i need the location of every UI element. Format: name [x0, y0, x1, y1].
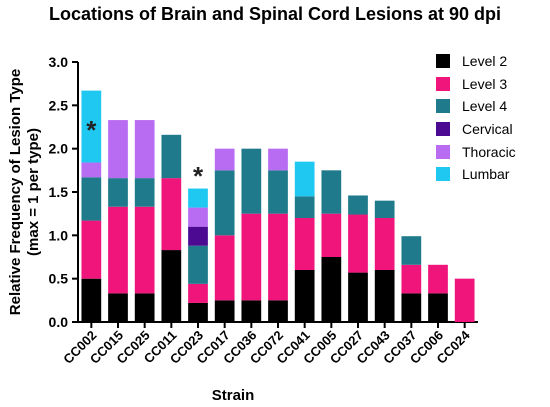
legend-swatch [436, 54, 450, 69]
bar-segment-lumbar [81, 90, 102, 163]
bar-segment-level-2 [188, 302, 208, 322]
bar-segment-level-3 [268, 213, 288, 301]
bar-segment-level-3 [374, 218, 395, 270]
y-tick-label: 0.5 [49, 271, 69, 287]
bar-segment-level-4 [188, 245, 208, 284]
bar-segment-level-4 [401, 236, 422, 265]
bar-segment-level-2 [134, 293, 155, 322]
significance-asterisk: * [193, 161, 204, 191]
bar-segment-level-2 [161, 250, 182, 322]
legend-item: Lumbar [436, 163, 516, 186]
legend-label: Level 3 [462, 75, 508, 92]
bar-segment-level-2 [108, 293, 128, 322]
legend-swatch [436, 99, 450, 114]
legend-swatch [436, 167, 450, 182]
bar-segment-level-4 [134, 178, 155, 207]
bar-segment-level-4 [214, 170, 235, 236]
bar-segment-level-4 [81, 177, 102, 221]
bar-segment-level-3 [294, 218, 315, 270]
legend-swatch [436, 144, 450, 159]
annotations: ** [86, 115, 204, 191]
bar-segment-level-2 [268, 300, 288, 322]
bar-segment-level-3 [348, 214, 368, 273]
legend-label: Thoracic [462, 143, 516, 160]
legend-item: Level 2 [436, 50, 516, 73]
bar-segment-lumbar [294, 161, 315, 197]
legend-swatch [436, 76, 450, 91]
bar-segment-thoracic [214, 148, 235, 171]
legend-label: Level 4 [462, 98, 508, 115]
bar-segment-level-4 [321, 170, 342, 214]
bar-segment-level-2 [348, 272, 368, 322]
bar-segment-level-2 [81, 278, 102, 322]
y-tick-label: 0.0 [49, 314, 69, 330]
bar-segment-thoracic [268, 148, 288, 171]
bar-segment-level-3 [188, 283, 208, 303]
bar-segment-level-3 [454, 278, 475, 322]
bar-segment-level-4 [268, 170, 288, 214]
chart-title: Locations of Brain and Spinal Cord Lesio… [48, 4, 502, 24]
legend-item: Cervical [436, 118, 516, 141]
bar-segment-level-3 [161, 178, 182, 251]
bar-segment-level-3 [241, 213, 262, 301]
x-axis-label: Strain [212, 387, 255, 404]
legend-swatch [436, 122, 450, 137]
bar-segment-thoracic [108, 120, 128, 179]
bar-segment-level-2 [401, 293, 422, 322]
y-axis-label-subtitle: (max = 1 per type) [25, 128, 42, 256]
bar-segment-level-4 [348, 195, 368, 215]
bar-segment-level-3 [214, 235, 235, 301]
y-tick-label: 2.0 [49, 141, 69, 157]
legend-item: Thoracic [436, 140, 516, 163]
significance-asterisk: * [86, 115, 97, 145]
legend-item: Level 4 [436, 95, 516, 118]
bar-segment-level-2 [321, 257, 342, 322]
bar-segment-lumbar [188, 188, 208, 208]
legend: Level 2 Level 3 Level 4 Cervical Thoracic Lum… [436, 50, 516, 186]
bar-segment-level-3 [108, 206, 128, 294]
legend-label: Level 2 [462, 53, 508, 70]
bar-segment-level-3 [81, 220, 102, 279]
bar-segment-level-2 [214, 300, 235, 322]
bar-segment-level-4 [161, 134, 182, 179]
bar-segment-level-2 [428, 293, 448, 322]
y-tick-label: 1.5 [49, 184, 69, 200]
legend-label: Cervical [462, 121, 513, 138]
bar-segment-level-4 [294, 196, 315, 218]
bars [81, 90, 475, 322]
bar-segment-level-2 [241, 300, 262, 322]
bar-segment-level-3 [428, 264, 448, 294]
y-tick-label: 1.0 [49, 227, 69, 243]
bar-segment-thoracic [134, 120, 155, 179]
legend-item: Level 3 [436, 73, 516, 96]
bar-segment-thoracic [81, 162, 102, 178]
legend-label: Lumbar [462, 166, 510, 183]
bar-segment-level-3 [134, 206, 155, 294]
y-tick-label: 3.0 [49, 54, 69, 70]
y-axis-label: Relative Frequency of Lesion Type [7, 69, 24, 315]
bar-segment-level-2 [294, 270, 315, 322]
bar-segment-level-2 [374, 270, 395, 322]
bar-segment-level-4 [374, 200, 395, 218]
bar-segment-level-3 [321, 213, 342, 257]
bar-segment-thoracic [188, 207, 208, 227]
bar-segment-cervical [188, 226, 208, 246]
y-tick-label: 2.5 [49, 97, 69, 113]
bar-segment-level-4 [241, 148, 262, 214]
bar-segment-level-3 [401, 264, 422, 294]
bar-segment-level-4 [108, 178, 128, 207]
